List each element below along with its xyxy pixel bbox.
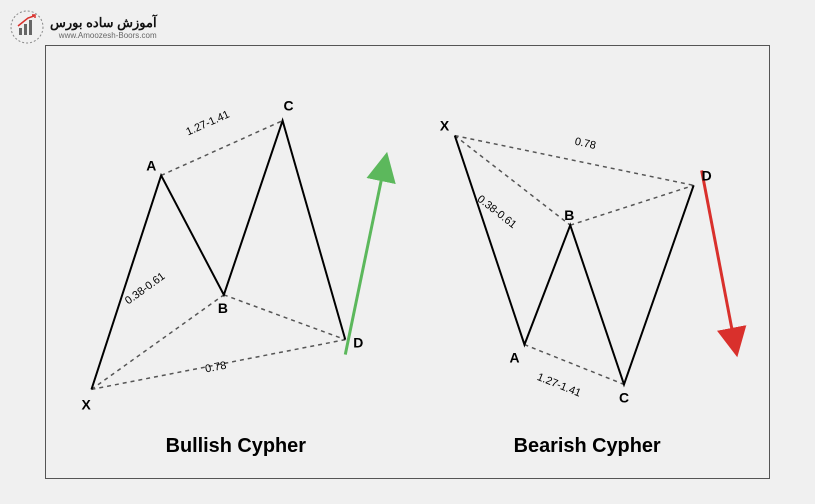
bullish-ratio-ac: 1.27-1.41 <box>184 109 231 139</box>
bullish-ac-dash <box>161 121 282 176</box>
bearish-ratio-xd: 0.78 <box>574 136 597 152</box>
logo-icon <box>10 10 44 44</box>
bearish-cypher-pattern: X A B C D 0.38-0.61 1.27-1.41 0.78 Beari… <box>440 118 735 458</box>
patterns-svg: X A B C D 0.38-0.61 1.27-1.41 0.78 Bulli… <box>46 46 769 478</box>
bearish-label-x: X <box>440 118 450 134</box>
bullish-xb-dash <box>91 295 223 390</box>
bullish-bd-dash <box>224 295 345 340</box>
bullish-arrow <box>345 166 384 354</box>
bearish-xb-dash <box>455 136 570 226</box>
bullish-ratio-xd: 0.78 <box>204 360 227 376</box>
bullish-caption: Bullish Cypher <box>166 435 307 457</box>
bearish-bd-dash <box>570 185 693 225</box>
bullish-cypher-pattern: X A B C D 0.38-0.61 1.27-1.41 0.78 Bulli… <box>82 98 385 457</box>
bullish-xabcd <box>91 121 345 390</box>
bullish-label-c: C <box>284 98 294 114</box>
bearish-label-b: B <box>564 207 574 223</box>
logo: آموزش ساده بورس www.Amoozesh-Boors.com <box>10 10 157 44</box>
bearish-ratio-xb: 0.38-0.61 <box>475 193 519 231</box>
bearish-label-c: C <box>619 389 629 405</box>
bearish-caption: Bearish Cypher <box>514 435 661 457</box>
bullish-label-a: A <box>146 157 156 173</box>
logo-title: آموزش ساده بورس <box>50 15 157 31</box>
bullish-label-b: B <box>218 300 228 316</box>
bearish-label-d: D <box>702 167 712 183</box>
chart-container: X A B C D 0.38-0.61 1.27-1.41 0.78 Bulli… <box>45 45 770 479</box>
bullish-label-x: X <box>82 396 92 412</box>
bullish-ratio-xb: 0.38-0.61 <box>123 270 167 307</box>
bearish-arrow <box>702 170 735 342</box>
bearish-ratio-ac: 1.27-1.41 <box>535 371 582 399</box>
bullish-label-d: D <box>353 335 363 351</box>
bearish-label-a: A <box>510 350 520 366</box>
bearish-xabcd <box>455 136 694 385</box>
logo-subtitle: www.Amoozesh-Boors.com <box>59 31 157 40</box>
